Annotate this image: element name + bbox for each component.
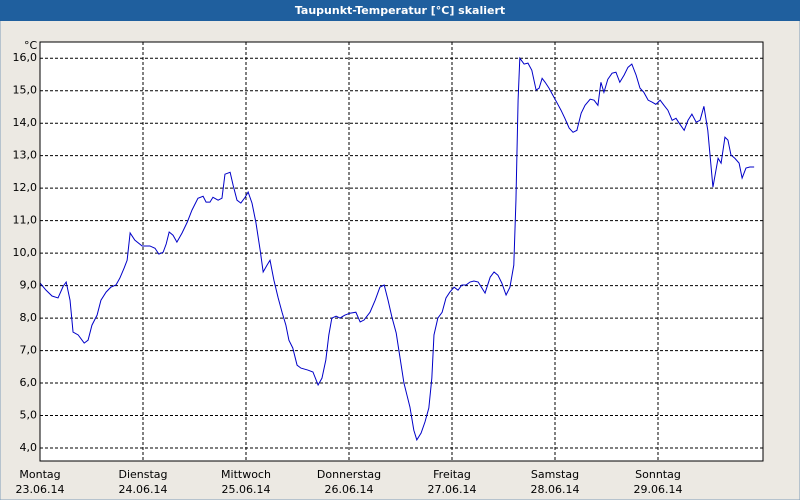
- plot-frame: [39, 41, 764, 462]
- y-tick-label: 10,0: [13, 246, 38, 259]
- x-tick-label: Mittwoch: [221, 468, 271, 481]
- x-tick-date: 23.06.14: [16, 483, 65, 496]
- y-tick-label: 6,0: [20, 376, 38, 389]
- x-tick-date: 24.06.14: [119, 483, 168, 496]
- x-tick-date: 26.06.14: [325, 483, 374, 496]
- x-tick-date: 25.06.14: [222, 483, 271, 496]
- x-tick-date: 29.06.14: [634, 483, 683, 496]
- x-tick-label: Samstag: [531, 468, 579, 481]
- y-tick-label: 4,0: [20, 441, 38, 454]
- x-tick-label: Donnerstag: [317, 468, 381, 481]
- y-tick-label: 5,0: [20, 409, 38, 422]
- x-tick-date: 27.06.14: [428, 483, 477, 496]
- x-tick-label: Freitag: [433, 468, 471, 481]
- y-tick-label: 16,0: [13, 51, 38, 64]
- x-tick-date: 28.06.14: [531, 483, 580, 496]
- x-tick-label: Montag: [19, 468, 60, 481]
- chart-title: Taupunkt-Temperatur [°C] skaliert: [295, 4, 505, 17]
- y-tick-label: 13,0: [13, 149, 38, 162]
- y-tick-label: 8,0: [20, 311, 38, 324]
- x-tick-label: Sonntag: [635, 468, 681, 481]
- y-tick-label: 9,0: [20, 279, 38, 292]
- title-bar: [0, 0, 800, 21]
- y-tick-label: 12,0: [13, 181, 38, 194]
- plot-area: [40, 42, 763, 461]
- plot-layer: [39, 42, 763, 461]
- y-tick-label: 14,0: [13, 116, 38, 129]
- x-tick-label: Dienstag: [118, 468, 167, 481]
- y-unit-label: °C: [24, 39, 38, 52]
- y-tick-label: 15,0: [13, 84, 38, 97]
- y-tick-label: 11,0: [13, 214, 38, 227]
- data-line: [39, 56, 755, 442]
- y-tick-label: 7,0: [20, 344, 38, 357]
